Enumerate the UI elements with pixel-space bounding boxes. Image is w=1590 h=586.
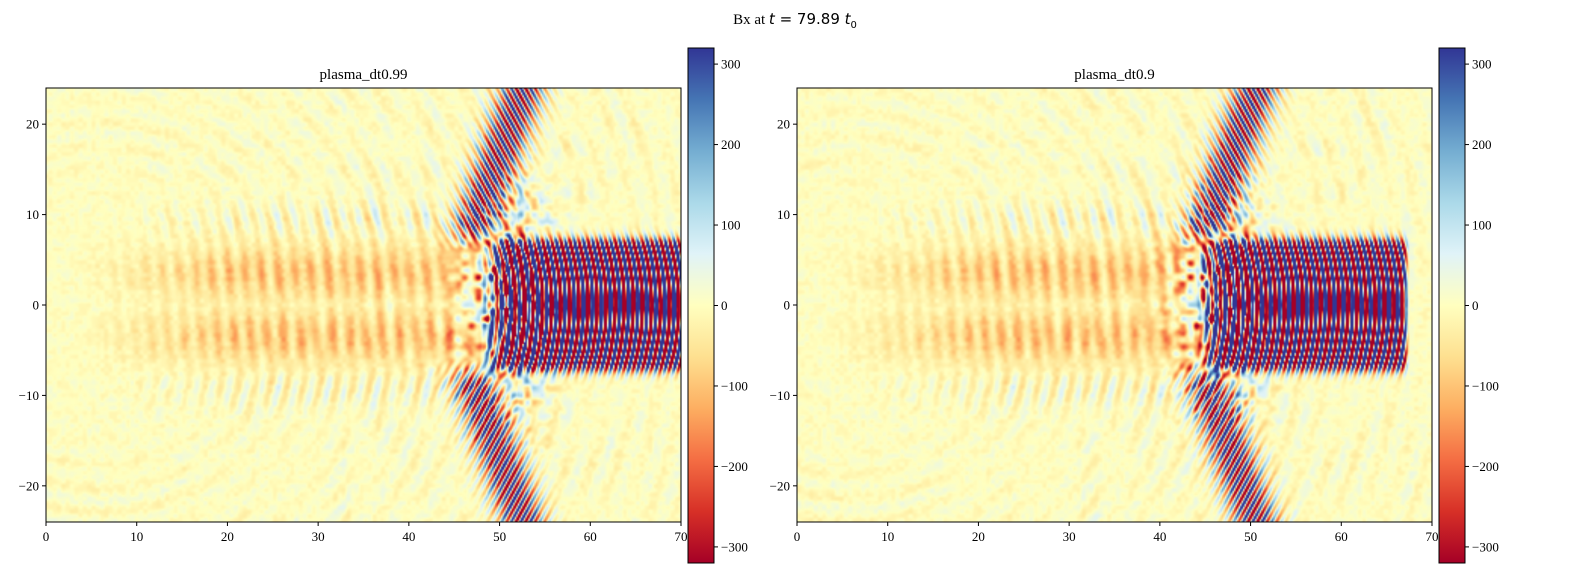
colorbar-tick-label: −300 [721, 539, 748, 554]
suptitle-text: Bx at [733, 12, 766, 28]
x-tick-label: 40 [402, 529, 415, 544]
x-tick-label: 30 [312, 529, 325, 544]
x-tick-label: 10 [130, 529, 143, 544]
colorbar-tick-label: 300 [1472, 57, 1492, 72]
y-tick-label: 0 [784, 298, 791, 313]
panel-2: plasma_dt0.90 10 20 30 40 50 60 70−20−1001020−3… [770, 47, 1499, 564]
panels: plasma_dt0.990 10 20 30 40 50 60 70−20−1001020−… [19, 47, 1499, 564]
x-tick-label: 70 [675, 529, 688, 544]
y-tick-label: 0 [33, 298, 40, 313]
heatmap-image [797, 88, 1432, 522]
colorbar-tick-label: 100 [1472, 218, 1492, 233]
panel-1: plasma_dt0.990 10 20 30 40 50 60 70−20−1001020−… [19, 47, 748, 564]
colorbar-tick-label: 100 [721, 218, 741, 233]
panel-title: plasma_dt0.99 [320, 67, 408, 83]
colorbar-tick-label: 0 [721, 298, 728, 313]
colorbar: −300 −200 −100 0 100 200 300 [687, 47, 748, 564]
x-tick-label: 20 [972, 529, 985, 544]
colorbar-tick-label: −100 [1472, 378, 1499, 393]
y-tick-label: 10 [26, 207, 39, 222]
y-tick-label: −10 [770, 388, 790, 403]
x-tick-label: 0 [43, 529, 50, 544]
colorbar-tick-label: −200 [1472, 459, 1499, 474]
suptitle-math: t = 79.89 t0 [768, 10, 857, 31]
x-tick-label: 10 [881, 529, 894, 544]
x-tick-label: 50 [493, 529, 506, 544]
y-tick-label: −20 [770, 478, 790, 493]
colorbar-tick-label: −200 [721, 459, 748, 474]
x-tick-label: 20 [221, 529, 234, 544]
y-tick-label: −20 [19, 478, 39, 493]
x-tick-label: 60 [1335, 529, 1348, 544]
x-tick-label: 0 [794, 529, 801, 544]
y-tick-label: 20 [26, 117, 39, 132]
y-tick-label: 10 [777, 207, 790, 222]
x-tick-label: 30 [1063, 529, 1076, 544]
colorbar: −300 −200 −100 0 100 200 300 [1438, 47, 1499, 564]
y-tick-label: −10 [19, 388, 39, 403]
colorbar-gradient [1438, 47, 1466, 564]
y-tick-label: 20 [777, 117, 790, 132]
colorbar-tick-label: 0 [1472, 298, 1479, 313]
x-tick-label: 50 [1244, 529, 1257, 544]
heatmap-image [46, 88, 681, 522]
x-tick-label: 40 [1153, 529, 1166, 544]
colorbar-tick-label: 300 [721, 57, 741, 72]
colorbar-tick-label: −300 [1472, 539, 1499, 554]
colorbar-tick-label: −100 [721, 378, 748, 393]
x-tick-label: 70 [1426, 529, 1439, 544]
figure-suptitle: Bx at t = 79.89 t0 [0, 10, 1590, 31]
panel-title: plasma_dt0.9 [1074, 67, 1154, 83]
colorbar-gradient [687, 47, 715, 564]
colorbar-tick-label: 200 [1472, 137, 1492, 152]
x-tick-label: 60 [584, 529, 597, 544]
colorbar-tick-label: 200 [721, 137, 741, 152]
